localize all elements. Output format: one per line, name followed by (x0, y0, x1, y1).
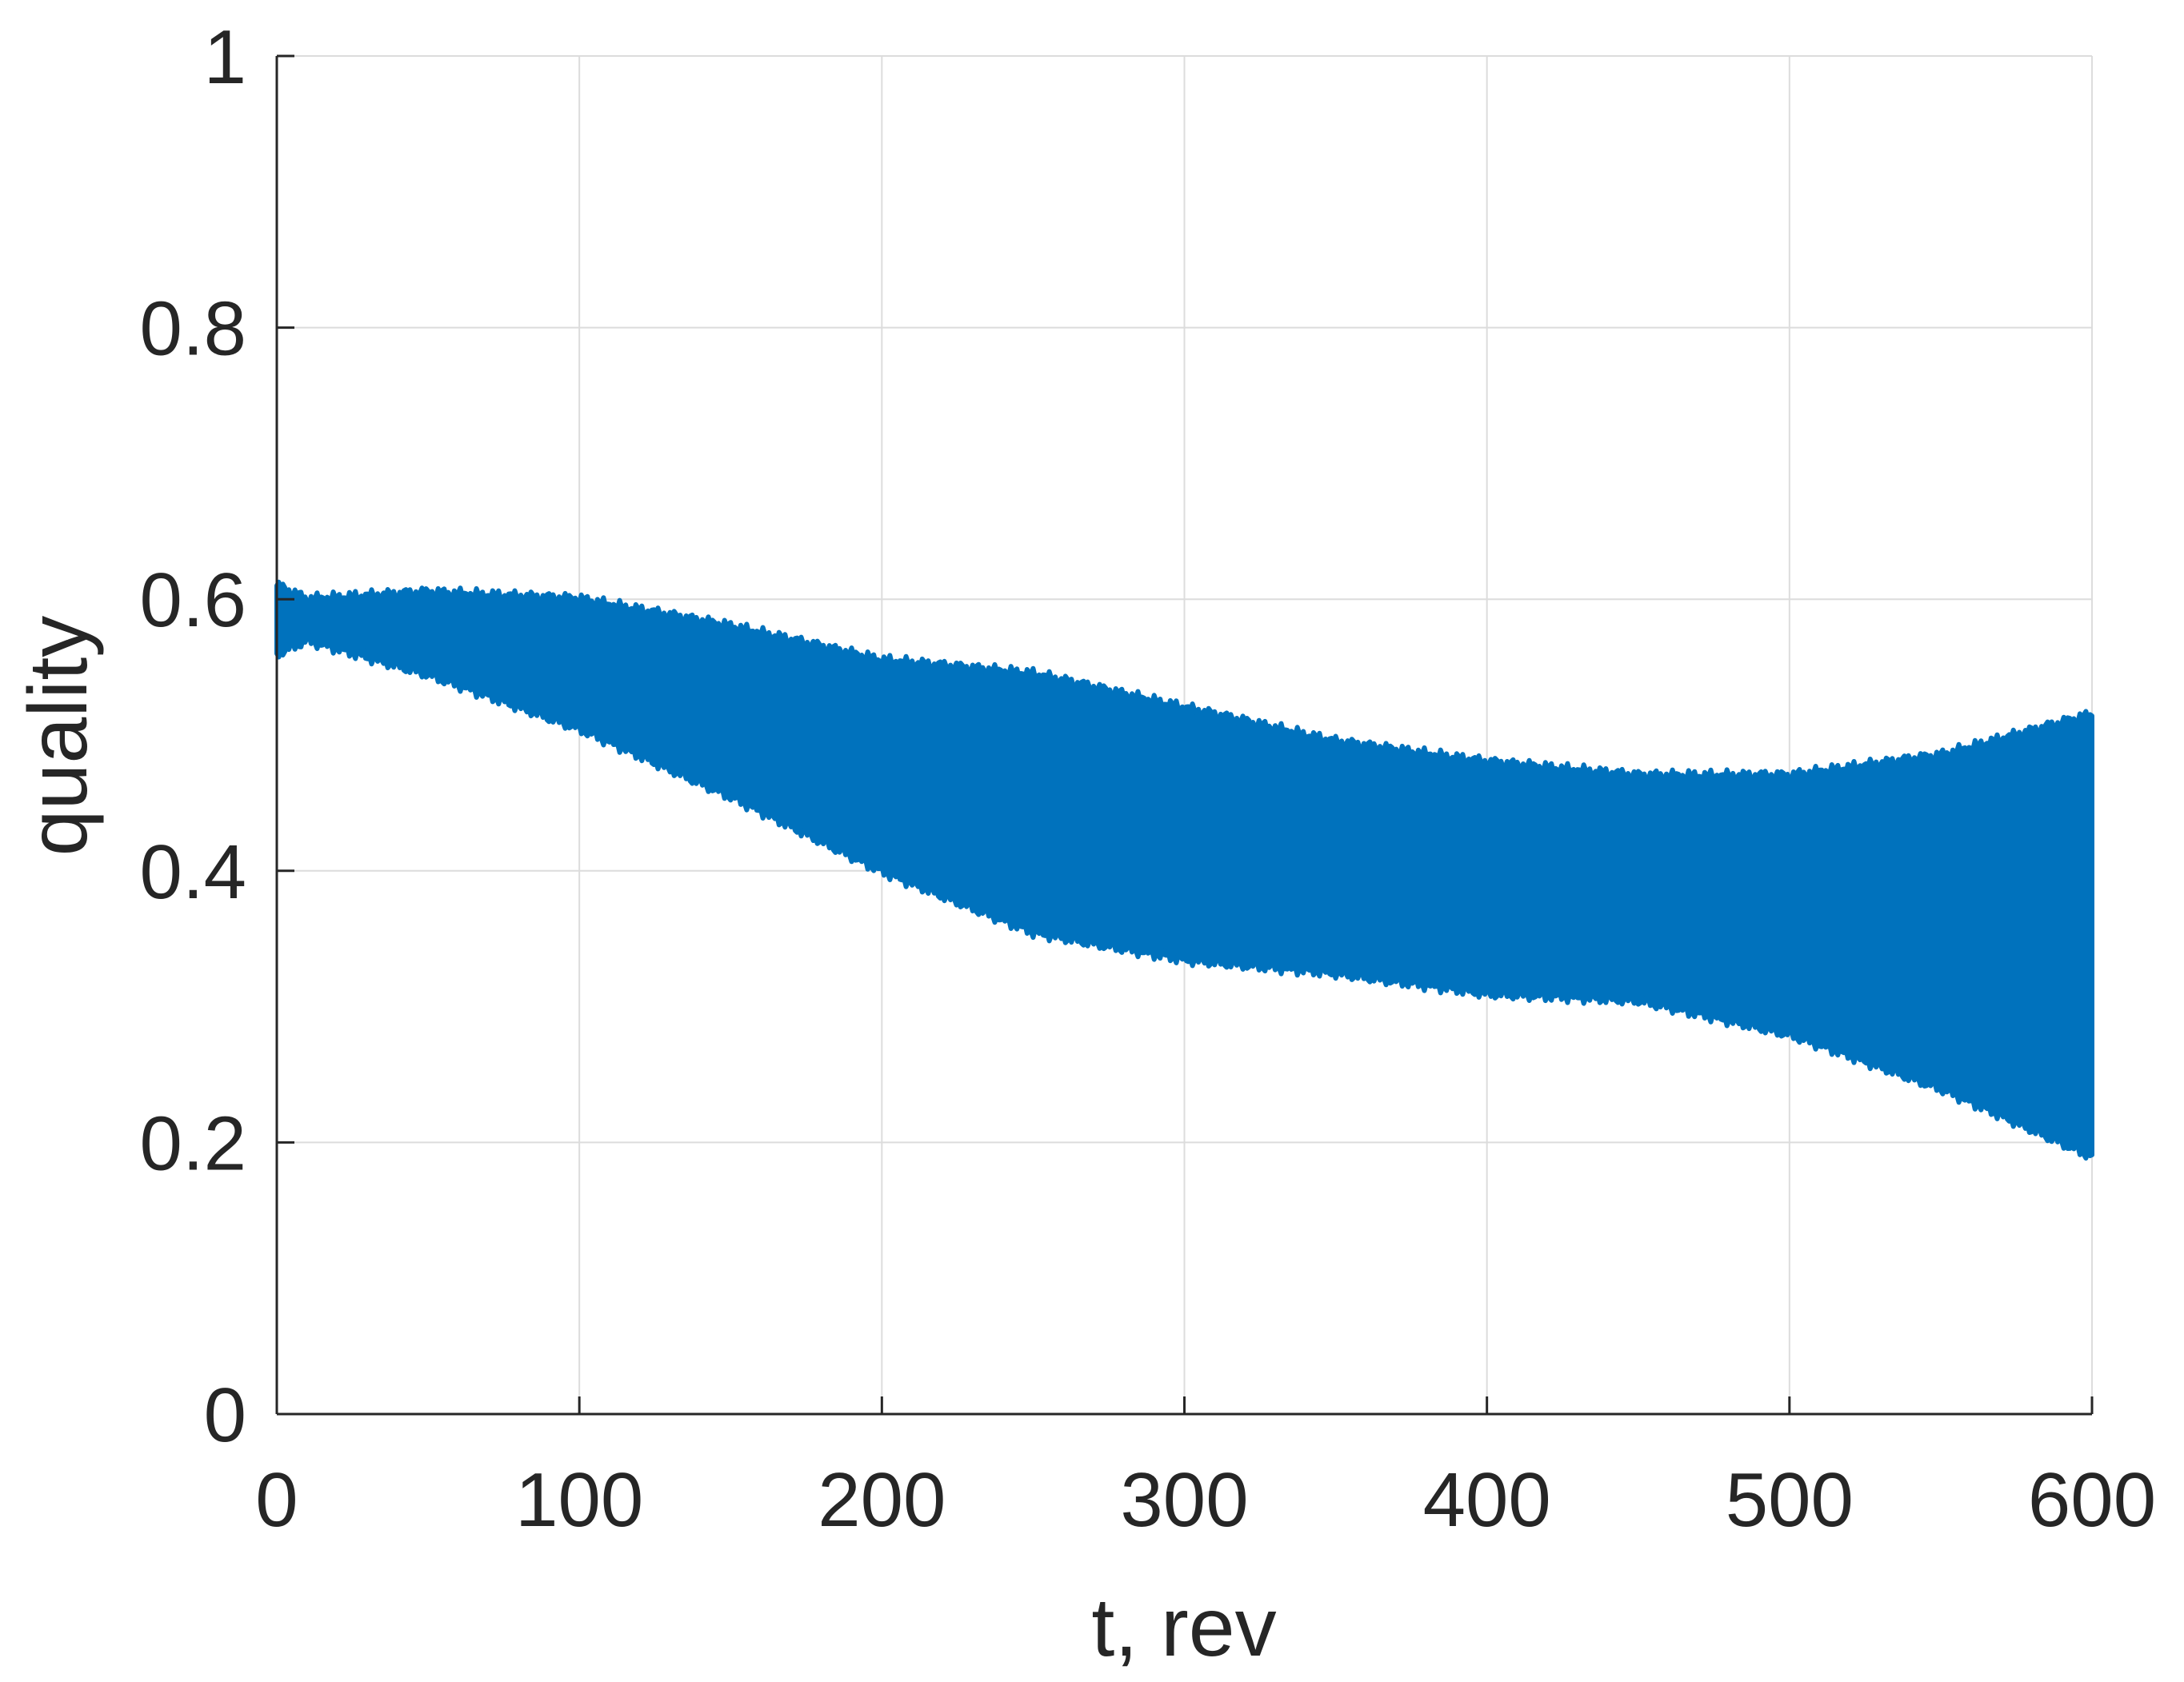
y-tick-label-2: 0.4 (140, 829, 246, 915)
y-tick-label-4: 0.8 (140, 286, 246, 372)
tick-labels: 0 100 200 300 400 500 600 0 0.2 0.4 0.6 0.8 1 (140, 14, 2157, 1543)
series-band-0 (274, 579, 2094, 1161)
x-tick-label-5: 500 (1726, 1457, 1854, 1543)
y-axis-label: quality (12, 616, 105, 857)
x-tick-label-4: 400 (1423, 1457, 1551, 1543)
x-tick-label-0: 0 (255, 1457, 298, 1543)
data-layer (274, 579, 2094, 1161)
y-tick-label-3: 0.6 (140, 557, 246, 643)
y-tick-label-0: 0 (204, 1372, 246, 1458)
x-tick-label-1: 100 (515, 1457, 643, 1543)
y-tick-label-1: 0.2 (140, 1101, 246, 1186)
y-tick-label-5: 1 (204, 14, 246, 100)
x-axis-label: t, rev (1091, 1581, 1276, 1674)
x-tick-label-2: 200 (818, 1457, 946, 1543)
x-tick-label-3: 300 (1120, 1457, 1248, 1543)
x-tick-label-6: 600 (2028, 1457, 2156, 1543)
axes (275, 54, 2094, 1416)
